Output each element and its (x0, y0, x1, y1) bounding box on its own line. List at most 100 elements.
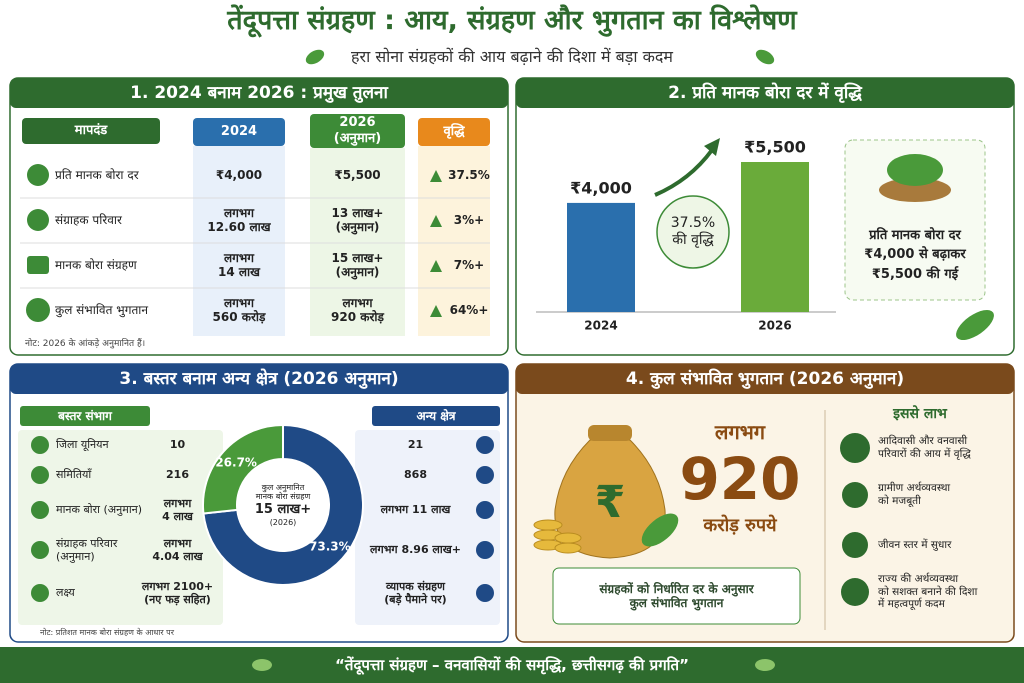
leaf-icon (755, 659, 775, 671)
text-line: 4.04 लाख (152, 550, 203, 563)
column-bg (310, 148, 405, 336)
donut-slice (202, 423, 364, 586)
text-line: ₹4,000 (215, 167, 263, 182)
value-2024: लगभग 12.60 लाख (193, 198, 285, 242)
value-2026: ₹5,500 (310, 153, 405, 197)
row-label: जिला यूनियन (56, 427, 156, 463)
decoration (476, 584, 494, 602)
rupee-icon: ₹ (595, 477, 626, 528)
benefit: ग्रामीण अर्थव्यवस्था को मजबूती (878, 473, 1013, 517)
right-icons (476, 436, 494, 602)
basket-icon (879, 178, 951, 202)
donut-chart: 73.3% 26.7% (202, 423, 364, 586)
text-line: आदिवासी और वनवासी (878, 435, 968, 448)
coins (533, 519, 582, 554)
left-bg (18, 430, 223, 625)
decoration (430, 215, 442, 227)
value-label: ₹4,000 (570, 178, 632, 197)
text-line: प्रति मानक बोरा दर (869, 227, 961, 243)
decoration (27, 209, 49, 231)
text-line: (नए फड़ सहित) (144, 593, 211, 606)
caption: संग्रहकों को निर्धारित दर के अनुसार कुल स… (553, 568, 800, 624)
text-line: लगभग (163, 496, 192, 510)
leaf-icon (252, 659, 272, 671)
value-label: ₹5,500 (744, 138, 806, 157)
text-line: 920 करोड़ (331, 310, 384, 324)
text-line: 4 लाख (162, 510, 193, 523)
decoration (476, 436, 494, 454)
column-header (418, 118, 490, 146)
slice-label: 73.3% (309, 540, 351, 554)
decoration (430, 260, 442, 272)
footer-bar (0, 647, 1024, 683)
panel-header (516, 78, 1014, 108)
text-line: ₹4,000 से बढ़ाकर (864, 247, 966, 263)
slice-label: 26.7% (215, 455, 257, 469)
growth: 37.5% (448, 167, 490, 182)
caption-box (552, 567, 801, 625)
left-header: बस्तर संभाग (58, 408, 112, 423)
row-label: समितियाँ (56, 457, 156, 493)
money-bag-tie (588, 425, 632, 441)
leaf-icon (305, 49, 325, 65)
text-line: 868 (404, 468, 427, 482)
growth: 3%+ (453, 212, 485, 227)
benefit: आदिवासी और वनवासी परिवारों की आय में वृद्… (878, 426, 1013, 470)
panel-title: 2. प्रति मानक बोरा दर में वृद्धि (668, 82, 862, 103)
text-line: 21 (407, 438, 424, 452)
text-line: 10 (169, 438, 186, 452)
money-bag (554, 439, 666, 559)
text-line: ग्रामीण अर्थव्यवस्था (878, 482, 951, 495)
text-line: लगभग (163, 536, 192, 550)
value-2024: ₹4,000 (193, 153, 285, 197)
column-bg (193, 146, 285, 336)
decoration (476, 501, 494, 519)
footer-text: “तेंदूपत्ता संग्रहण – वनवासियों की समृद्… (335, 656, 689, 674)
decoration (842, 482, 868, 508)
text-line: (अनुमान) (333, 131, 382, 146)
decoration (31, 501, 49, 519)
decoration (31, 584, 49, 602)
decoration (31, 466, 49, 484)
text-line: लगभग 11 लाख (380, 503, 451, 517)
row-label: मानक बोरा (अनुमान) (56, 492, 156, 528)
text-line: ₹5,500 की गई (871, 266, 959, 282)
benefit: राज्य की अर्थव्यवस्था को सशक्त बनाने की द… (878, 570, 1013, 614)
decoration (27, 164, 49, 186)
leaf-icon (755, 49, 775, 65)
benefit-icons (840, 433, 870, 606)
leaf-icon (956, 309, 994, 341)
category-label: 2026 (758, 319, 791, 333)
decoration (430, 305, 442, 317)
value-2026: 13 लाख+ (अनुमान) (310, 198, 405, 242)
text-line: (अनुमान) (335, 220, 380, 234)
left-header-bg (20, 406, 150, 426)
bastar-value: लगभग 4 लाख (130, 492, 225, 528)
decoration (842, 532, 868, 558)
right-header: अन्य क्षेत्र (416, 408, 456, 423)
leaf-icon (887, 154, 943, 186)
text-line: को सशक्त बनाने की दिशा (878, 585, 978, 598)
bastar-value: 10 (130, 427, 225, 463)
row-label: संग्राहक परिवार (अनुमान) (56, 532, 156, 568)
donut-slice (202, 423, 284, 515)
text-line: मानक बोरा (अनुमान) (56, 503, 143, 517)
approx: लगभग (714, 420, 766, 444)
growth-badge (656, 195, 730, 269)
title: तेंदूपत्ता संग्रहण : आय, संग्रहण और भुगत… (227, 4, 797, 36)
decoration (554, 542, 582, 554)
column-header: वृद्धि (443, 124, 465, 140)
text-line: लगभग (223, 205, 255, 220)
text-line: लगभग (342, 295, 373, 310)
text-line: ₹5,500 (334, 167, 381, 182)
text-line: परिवारों की आय में वृद्धि (878, 448, 971, 460)
text-line: (अनुमान) (335, 265, 380, 279)
callout-box (844, 139, 986, 301)
column-header: मापदंड (74, 123, 108, 139)
left-icons (31, 436, 49, 602)
bastar-value: लगभग 2100+ (नए फड़ सहित) (130, 575, 225, 611)
decoration (841, 578, 869, 606)
decoration (840, 433, 870, 463)
bastar-value: 216 (130, 457, 225, 493)
